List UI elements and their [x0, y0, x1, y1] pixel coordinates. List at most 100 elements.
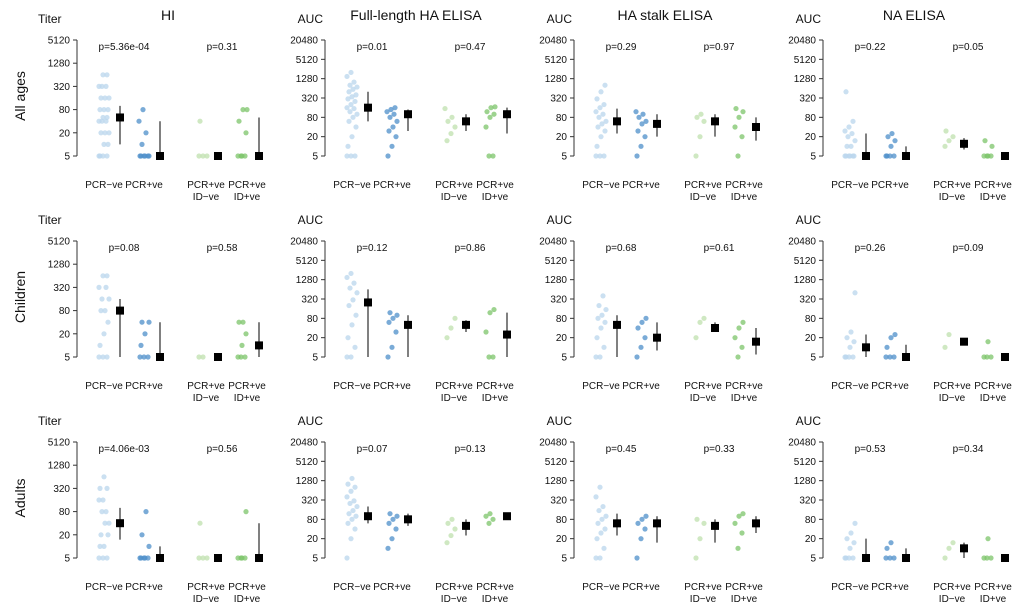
group-label: PCR+ve — [684, 582, 722, 593]
y-tick-label: 5 — [312, 152, 318, 163]
y-tick-label: 20480 — [539, 237, 567, 248]
median-marker — [214, 353, 222, 361]
data-point — [946, 138, 952, 144]
data-point — [946, 331, 952, 338]
median-marker — [156, 152, 164, 160]
data-point — [385, 354, 391, 360]
y-tick-label: 320 — [550, 496, 567, 507]
data-point — [96, 284, 102, 290]
data-point — [346, 511, 352, 517]
data-point — [97, 342, 103, 348]
data-point — [638, 536, 644, 542]
median-marker — [613, 519, 621, 528]
group-label: PCR+ve — [187, 381, 225, 392]
data-point — [243, 331, 249, 337]
y-tick-label: 1280 — [545, 74, 568, 85]
data-point — [946, 545, 952, 551]
y-tick-label: 20 — [556, 534, 568, 545]
y-tick-label: 20480 — [788, 36, 816, 47]
median-marker — [862, 152, 870, 160]
data-point — [106, 296, 112, 302]
data-point — [99, 296, 105, 302]
data-point — [846, 124, 852, 130]
data-point — [200, 555, 206, 561]
group-label: PCR+ve — [725, 582, 763, 593]
y-tick-label: 5 — [312, 353, 318, 364]
data-point — [240, 319, 246, 325]
data-point — [851, 540, 857, 546]
data-point — [600, 293, 606, 299]
group-label: PCR+ve — [187, 180, 225, 191]
y-tick-label: 5 — [64, 353, 70, 364]
panel: AUC 20480 5120 1280 320 80 20 5 p=0.53 p=0.34 PCR−… — [788, 414, 1012, 602]
median-marker — [1001, 554, 1009, 562]
y-tick-label: 80 — [556, 113, 568, 124]
data-point — [885, 134, 891, 140]
data-point — [848, 143, 854, 149]
data-point — [350, 297, 356, 303]
data-point — [387, 114, 393, 120]
median-marker — [255, 341, 263, 350]
data-point — [100, 555, 106, 561]
data-point — [352, 153, 358, 159]
data-point — [351, 79, 357, 85]
data-point — [950, 540, 956, 546]
data-point — [697, 319, 703, 325]
data-point — [96, 83, 102, 89]
data-point — [492, 104, 498, 110]
data-point — [100, 497, 106, 503]
group-label-sub: ID+ve — [980, 192, 1007, 203]
data-point — [444, 335, 450, 341]
data-point — [200, 153, 206, 159]
data-point — [347, 285, 353, 291]
data-point — [344, 105, 350, 111]
data-point — [643, 513, 649, 519]
data-point — [701, 315, 707, 321]
data-point — [639, 516, 645, 522]
data-point — [639, 319, 645, 325]
median-marker — [116, 113, 124, 122]
data-point — [142, 153, 148, 159]
y-tick-label: 20480 — [539, 438, 567, 449]
data-point — [145, 354, 151, 360]
data-point — [739, 530, 745, 536]
group-label: PCR+ve — [373, 381, 411, 392]
data-point — [600, 503, 606, 510]
data-point — [491, 306, 497, 313]
y-tick-label: 5 — [312, 554, 318, 565]
data-point — [633, 109, 639, 115]
data-point — [390, 315, 396, 321]
group-label: PCR−ve — [582, 582, 620, 593]
data-point — [96, 497, 102, 503]
data-point — [204, 555, 210, 561]
data-point — [146, 543, 152, 550]
data-point — [735, 545, 741, 551]
data-point — [449, 516, 455, 522]
data-point — [448, 532, 454, 539]
data-point — [235, 354, 241, 360]
data-point — [345, 96, 351, 102]
column-title: HI — [161, 7, 175, 23]
group-label: PCR+ve — [435, 180, 473, 191]
data-point — [394, 513, 400, 519]
group-label: PCR+ve — [373, 180, 411, 191]
column-title: Full-length HA ELISA — [350, 7, 482, 23]
y-tick-label: 1280 — [794, 476, 817, 487]
data-point — [601, 545, 607, 551]
data-point — [196, 555, 202, 561]
data-point — [601, 101, 607, 108]
p-value: p=0.22 — [855, 42, 886, 53]
y-tick-label: 5120 — [48, 438, 71, 449]
data-point — [888, 143, 894, 149]
y-tick-label: 20 — [307, 333, 319, 344]
group-label: PCR+ve — [871, 180, 909, 191]
data-point — [599, 121, 605, 127]
data-point — [848, 530, 854, 536]
group-label: PCR−ve — [85, 582, 123, 593]
data-point — [843, 354, 849, 360]
y-tick-label: 5 — [810, 152, 816, 163]
median-marker — [862, 343, 870, 352]
data-point — [598, 134, 604, 140]
median-marker — [902, 152, 910, 160]
data-point — [393, 329, 399, 335]
